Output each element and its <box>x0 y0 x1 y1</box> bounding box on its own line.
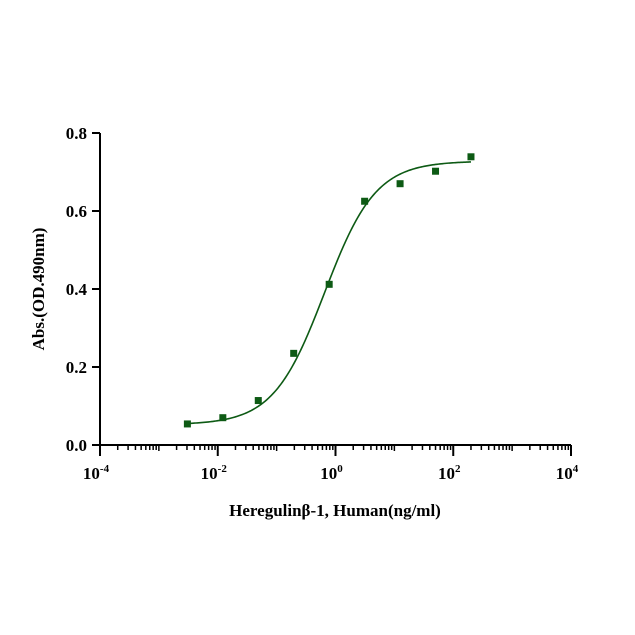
x-tick-label: 100 <box>320 463 343 483</box>
x-tick-label: 102 <box>438 463 461 483</box>
x-tick-base: 10 <box>83 464 100 483</box>
y-tick-label: 0.8 <box>66 124 87 143</box>
x-tick-exponent: -2 <box>218 463 228 475</box>
x-tick-exponent: 0 <box>337 463 343 475</box>
fit-curve <box>187 161 471 425</box>
x-tick-label: 10-4 <box>83 463 110 483</box>
x-tick-base: 10 <box>201 464 218 483</box>
data-point <box>290 349 298 357</box>
data-point <box>396 180 404 188</box>
x-axis-label: Heregulinβ-1, Human(ng/ml) <box>229 501 441 520</box>
x-tick-label: 10-2 <box>201 463 228 483</box>
y-tick-label: 0.6 <box>66 202 87 221</box>
x-tick-exponent: 2 <box>455 463 461 475</box>
x-tick-base: 10 <box>320 464 337 483</box>
x-tick-base: 10 <box>556 464 573 483</box>
x-tick-exponent: 4 <box>573 463 579 475</box>
data-point <box>325 280 333 288</box>
data-point <box>183 420 191 428</box>
y-tick-label: 0.2 <box>66 358 87 377</box>
data-point <box>254 397 262 405</box>
data-point <box>219 414 227 422</box>
y-tick-label: 0.4 <box>66 280 88 299</box>
plot-area <box>183 153 475 428</box>
data-point <box>432 167 440 175</box>
y-tick-label: 0.0 <box>66 436 87 455</box>
x-tick-label: 104 <box>556 463 579 483</box>
data-point <box>467 153 475 161</box>
data-point <box>361 197 369 205</box>
y-axis-label: Abs.(OD.490nm) <box>29 228 48 351</box>
x-tick-exponent: -4 <box>100 463 110 475</box>
x-tick-base: 10 <box>438 464 455 483</box>
